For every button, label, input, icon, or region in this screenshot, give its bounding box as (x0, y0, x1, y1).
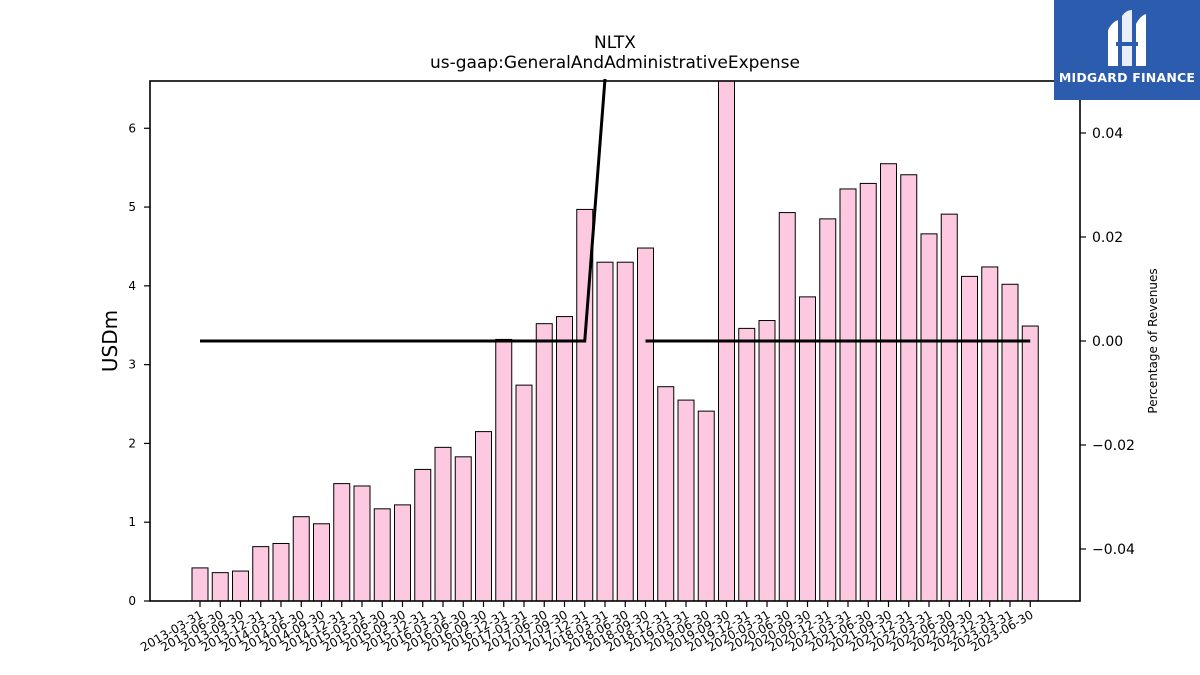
bar-2023-06-30 (1021, 325, 1039, 602)
bar-2015-03-31 (353, 485, 371, 602)
y2-tick-label: 0.00 (1092, 334, 1123, 350)
bar-2014-09-30 (313, 523, 330, 602)
bar-2013-06-30 (211, 572, 229, 602)
bar-2017-09-30 (556, 316, 573, 602)
bar-2013-12-31 (252, 546, 270, 602)
bar-2021-06-30 (859, 182, 877, 602)
y2-tick-label: 0.02 (1092, 230, 1123, 246)
bar-2022-12-31 (981, 266, 999, 602)
bar-2013-09-30 (232, 570, 249, 602)
midgard-logo-icon (1108, 10, 1146, 66)
bar-2016-09-30 (475, 431, 492, 602)
bar-2014-12-31 (333, 483, 351, 602)
bar-2018-03-31 (596, 261, 614, 602)
bar-2017-03-31 (515, 384, 533, 602)
bar-2013-03-31 (191, 567, 209, 602)
percentage-line-segment-0 (200, 78, 607, 343)
y-tick-label: 2 (128, 436, 136, 450)
chart-subtitle: us-gaap:GeneralAndAdministrativeExpense (430, 53, 800, 73)
axes: 0123456−0.04−0.020.000.020.042013-03-312… (128, 80, 1135, 654)
bar-2015-06-30 (373, 508, 391, 602)
bar-2022-09-30 (961, 275, 978, 602)
bar-2014-06-30 (292, 516, 310, 602)
bar-2019-12-31 (738, 327, 756, 602)
bar-2016-12-31 (495, 338, 513, 602)
y2-tick-label: −0.02 (1092, 438, 1135, 454)
bar-2021-03-31 (839, 188, 857, 602)
bar-2022-06-30 (940, 213, 958, 602)
bar-2022-03-31 (920, 233, 938, 602)
y-tick-label: 5 (128, 200, 136, 214)
bar-2018-09-30 (637, 247, 654, 602)
chart-title: NLTX (594, 33, 636, 53)
y-tick-label: 1 (128, 515, 136, 529)
bar-2015-09-30 (394, 504, 411, 602)
y-tick-label: 6 (128, 121, 136, 135)
bar-2018-12-31 (657, 386, 675, 602)
secondary-y-axis-label: Percentage of Revenues (1146, 268, 1160, 413)
y-tick-label: 3 (128, 358, 136, 372)
bar-2021-12-31 (900, 174, 918, 602)
bar-2019-06-30 (697, 410, 715, 602)
bar-2020-12-31 (819, 218, 837, 602)
bar-2017-06-30 (535, 323, 553, 602)
y-tick-label: 4 (128, 279, 136, 293)
bar-2019-03-31 (677, 399, 695, 602)
y2-tick-label: −0.04 (1092, 542, 1135, 558)
bar-2023-03-31 (1001, 283, 1019, 602)
bar-2015-12-31 (414, 468, 432, 602)
brand-name: MIDGARD FINANCE (1058, 70, 1196, 85)
bar-2016-03-31 (434, 446, 452, 602)
bar-2020-06-30 (778, 212, 796, 602)
percentage-line-series (200, 78, 1031, 343)
bar-2016-06-30 (454, 456, 472, 602)
y-tick-label: 0 (128, 594, 136, 608)
y2-tick-label: 0.04 (1092, 126, 1123, 142)
y-axis-label: USDm (98, 310, 122, 372)
bar-2020-03-31 (758, 320, 776, 602)
brand-logo: MIDGARD FINANCE (1054, 0, 1200, 100)
bar-2014-03-31 (272, 542, 290, 602)
bar-2018-06-30 (616, 261, 634, 602)
bar-series (191, 80, 1039, 602)
bar-2021-09-30 (880, 163, 897, 602)
